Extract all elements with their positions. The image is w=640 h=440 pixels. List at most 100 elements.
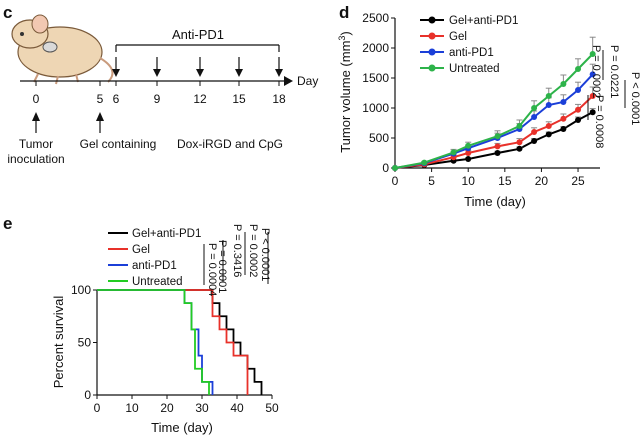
data-point (516, 145, 523, 152)
timeline-arrowhead (284, 76, 293, 86)
tumor-volume-plot-area (392, 36, 596, 171)
x-tick-label: 10 (125, 401, 139, 415)
y-tick-label: 0 (84, 388, 91, 402)
data-point (575, 66, 582, 72)
timeline-day-label: 5 (97, 92, 104, 106)
y-tick-label: 50 (78, 336, 92, 350)
data-point (392, 165, 398, 171)
y-tick-label: 1000 (362, 101, 389, 115)
panel-c: c Day 0 5 6 9 12 15 18 (3, 3, 318, 166)
legend-entry-label: Untreated (449, 63, 500, 75)
x-tick-label: 25 (571, 174, 585, 188)
legend-entry-label: anti-PD1 (449, 47, 494, 59)
data-point (450, 149, 457, 156)
tumor-inoculation-label: inoculation (7, 152, 64, 166)
data-point (531, 105, 538, 111)
x-tick-label: 30 (195, 401, 209, 415)
timeline-day-label: 12 (193, 92, 207, 106)
data-point (465, 142, 472, 149)
x-tick-label: 10 (462, 174, 476, 188)
y-tick-label: 0 (382, 161, 389, 175)
data-point (494, 133, 501, 140)
panel-c-letter: c (3, 3, 12, 22)
survival-curve (97, 289, 249, 395)
anti-pd1-bracket-label: Anti-PD1 (172, 27, 224, 42)
data-point (575, 106, 582, 113)
legend-swatch-marker (428, 16, 436, 24)
data-point (494, 150, 501, 156)
data-point (516, 139, 523, 146)
legend-entry-label: Gel+anti-PD1 (132, 228, 201, 240)
legend-swatch-marker (428, 64, 436, 72)
data-point (560, 99, 567, 105)
data-point (494, 143, 501, 150)
data-point (531, 138, 538, 144)
data-point (545, 102, 552, 108)
legend-swatch-marker (428, 32, 436, 40)
data-point (575, 87, 582, 93)
tumor-volume-pvalues: P < 0.0001 P = 0.0221 P = 0.0002 P = 0.0… (587, 45, 640, 148)
panel-e-letter: e (3, 214, 12, 233)
data-point (465, 150, 472, 156)
pvalue-label: P = 0.3416 (231, 224, 243, 277)
data-point (465, 156, 472, 162)
panel-d-letter: d (339, 3, 349, 22)
data-point (589, 51, 596, 57)
x-tick-label: 20 (160, 401, 174, 415)
x-tick-label: 50 (265, 401, 279, 415)
x-tick-label: 0 (392, 174, 399, 188)
pvalue-label: P = 0.0221 (608, 45, 620, 98)
pvalue-label: P = 0.0001 (216, 240, 228, 293)
x-tick-label: 0 (94, 401, 101, 415)
pvalue-label: P < 0.0001 (629, 72, 640, 125)
pvalue-label: P < 0.0001 (259, 228, 271, 281)
pvalue-label: P = 0.0004 (206, 243, 218, 296)
x-tick-label: 5 (428, 174, 435, 188)
data-point (545, 123, 552, 129)
dox-irgd-cpg-label: Dox-iRGD and CpG (177, 137, 283, 151)
survival-plot-area (97, 289, 263, 395)
survival-legend: Gel+anti-PD1 Gel anti-PD1 Untreated (108, 228, 201, 288)
legend-entry-label: Gel (449, 31, 467, 43)
x-tick-label: 15 (498, 174, 512, 188)
y-tick-label: 2000 (362, 41, 389, 55)
pvalue-label: P = 0.0008 (593, 95, 605, 148)
data-point (516, 123, 523, 129)
tumor-inoculation-label: Tumor (19, 137, 53, 151)
panel-e: e 0 50 100 0 10 20 30 40 50 Gel+anti-PD1 Gel anti-… (3, 214, 279, 435)
legend-entry-label: Gel (132, 244, 150, 256)
injection-arrows (112, 57, 283, 77)
survival-curve (97, 289, 210, 395)
timeline-day-label: 0 (33, 92, 40, 106)
mouse-illustration (11, 14, 114, 85)
legend-entry-label: Gel+anti-PD1 (449, 15, 518, 27)
survival-pvalues: P < 0.0001 P = 0.0002 P = 0.3416 P = 0.0… (203, 224, 271, 296)
tumor-volume-x-axis-title: Time (day) (464, 194, 526, 209)
survival-y-axis-title: Percent survival (51, 296, 66, 389)
survival-x-axis-title: Time (day) (151, 420, 213, 435)
pvalue-label: P = 0.0002 (247, 224, 259, 277)
data-point (560, 126, 567, 132)
timeline-day-label: 15 (232, 92, 246, 106)
timeline-unit-label: Day (297, 74, 318, 88)
survival-axes: 0 50 100 0 10 20 30 40 50 (71, 283, 279, 415)
x-tick-label: 40 (230, 401, 244, 415)
legend-entry-label: Untreated (132, 276, 183, 288)
data-point (575, 117, 582, 123)
data-point (421, 159, 428, 166)
timeline-day-label: 18 (272, 92, 286, 106)
tumor-volume-legend: Gel+anti-PD1 Gel anti-PD1 Untreated (420, 15, 518, 75)
x-tick-label: 20 (535, 174, 549, 188)
survival-curve (97, 289, 263, 395)
timeline-day-label: 9 (154, 92, 161, 106)
data-point (545, 131, 552, 138)
data-point (560, 115, 567, 122)
timeline-day-label: 6 (113, 92, 120, 106)
y-tick-label: 2500 (362, 11, 389, 25)
series-line (394, 95, 594, 169)
data-point (589, 93, 596, 99)
data-point (589, 71, 596, 78)
data-point (531, 129, 538, 135)
timeline-ticks (35, 81, 280, 86)
